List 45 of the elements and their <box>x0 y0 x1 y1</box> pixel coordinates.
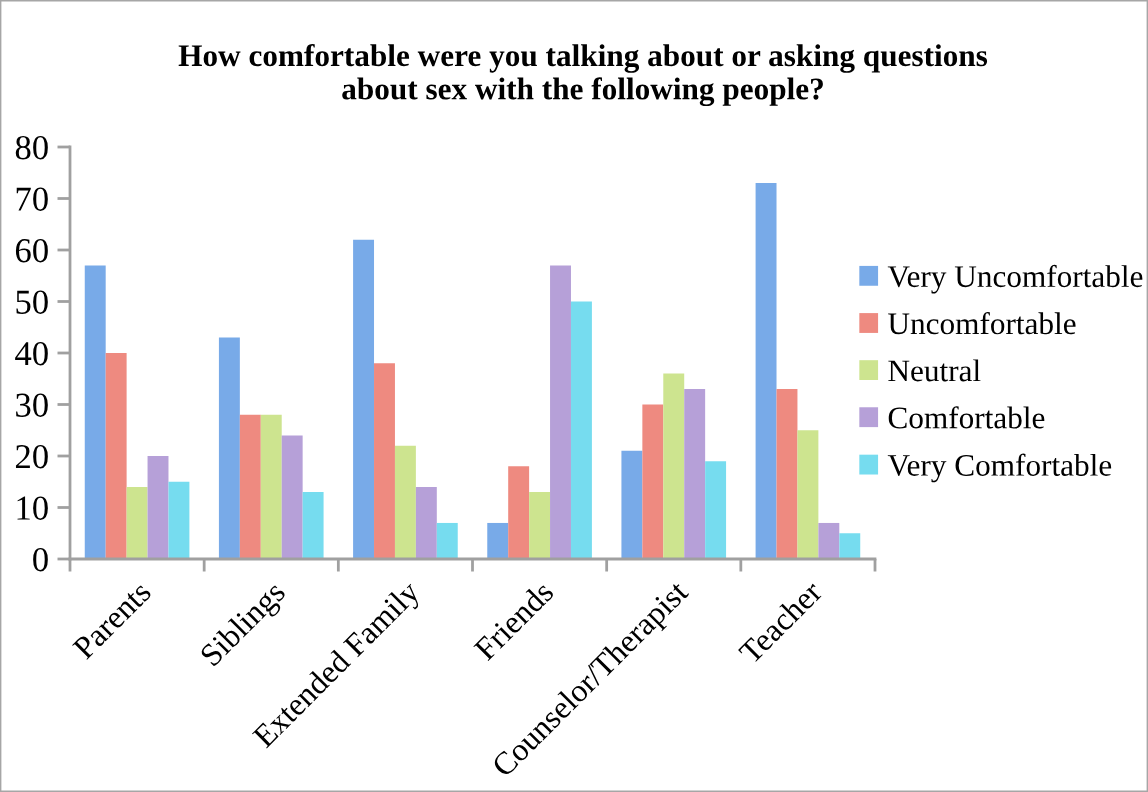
bar <box>281 435 303 559</box>
y-tick-label: 30 <box>16 393 48 417</box>
bar <box>550 265 571 559</box>
legend-label: Very Uncomfortable <box>887 264 1143 294</box>
bar <box>776 389 798 559</box>
y-tick-label: 10 <box>17 496 48 520</box>
bar <box>642 404 664 559</box>
bar <box>529 492 551 559</box>
bar <box>663 373 685 559</box>
y-tick-label: 50 <box>16 290 48 314</box>
legend-label: Comfortable <box>888 406 1045 429</box>
bar <box>239 414 261 559</box>
bar <box>705 461 727 559</box>
bar <box>168 481 190 559</box>
bar <box>755 183 777 559</box>
y-tick-label: 40 <box>15 341 48 366</box>
bar <box>839 533 861 559</box>
y-tick-label: 80 <box>15 135 48 160</box>
y-tick-label: 20 <box>15 444 48 469</box>
bar <box>508 466 530 559</box>
legend-label: Neutral <box>888 359 981 382</box>
y-tick-label: 0 <box>33 547 48 572</box>
bar <box>621 450 643 559</box>
bar <box>797 430 819 559</box>
bar <box>487 522 509 559</box>
bar <box>394 445 416 559</box>
bar <box>302 492 324 559</box>
bar <box>436 522 458 559</box>
legend-label: Very Comfortable <box>887 453 1112 483</box>
bar <box>260 414 282 559</box>
bar <box>218 337 240 559</box>
bar <box>818 522 840 559</box>
bar <box>684 389 706 559</box>
bar <box>147 456 169 559</box>
legend-label: Uncomfortable <box>888 312 1076 335</box>
bar <box>353 239 375 559</box>
y-tick-label: 70 <box>16 187 48 211</box>
bar <box>84 265 106 559</box>
y-tick-label: 60 <box>15 238 48 263</box>
bar <box>415 486 437 559</box>
chart-title: How comfortable were you talking about or asking questions about sex with the following people? <box>178 43 988 107</box>
bar <box>374 363 395 559</box>
bar <box>570 301 592 559</box>
bar <box>126 486 148 559</box>
bar <box>105 353 127 559</box>
